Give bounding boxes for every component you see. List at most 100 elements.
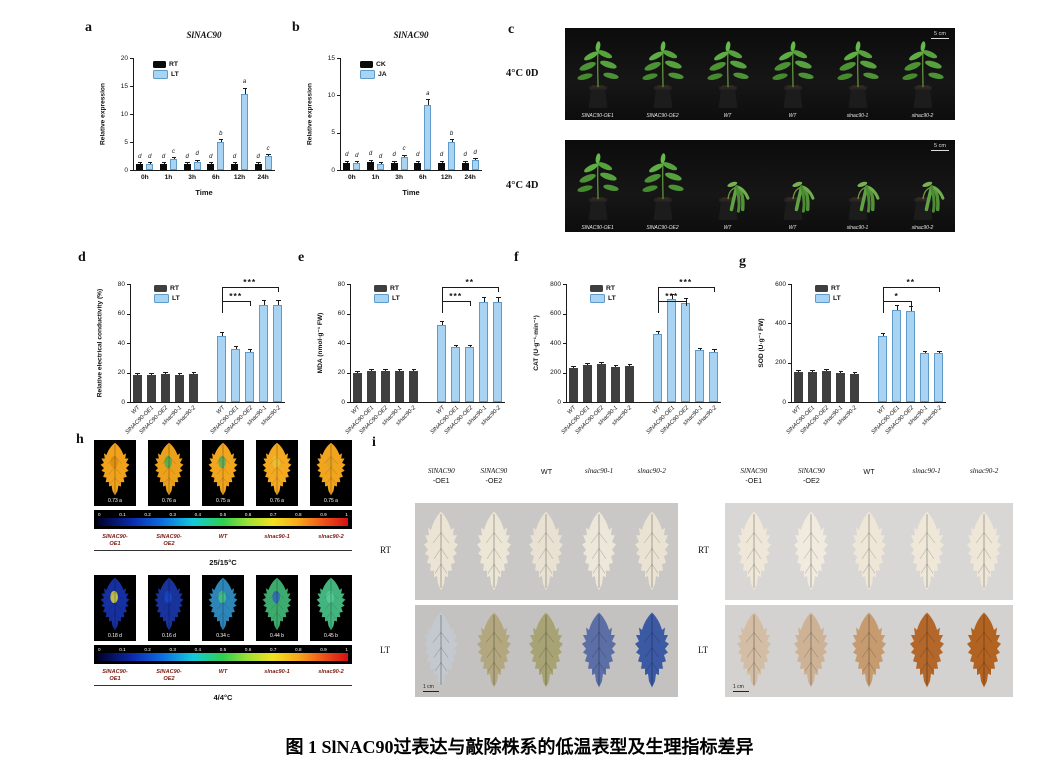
mda-chart: 0 20 40 60 80 MDA (nmol·g⁻¹ FW) RT LT WT SlNAC90-… — [296, 248, 518, 440]
significance-stars: * — [894, 290, 899, 301]
error-bar-cap — [191, 371, 196, 373]
x-axis — [340, 170, 482, 172]
fv-fm-value: 0.18 d — [108, 633, 122, 639]
column-header: SlNAC90 -OE1 — [722, 467, 786, 486]
rt-bar — [380, 371, 390, 402]
error-bar — [249, 349, 251, 352]
significance-letter: d — [161, 153, 166, 160]
error-bar-cap — [402, 154, 407, 156]
error-bar-cap — [171, 157, 177, 159]
error-bar — [475, 158, 477, 161]
line-label-text: slnac90-1 — [264, 669, 290, 675]
legend-swatch-lt — [154, 294, 169, 303]
y-tick-mark — [130, 114, 133, 115]
column-header: slnac90-2 — [952, 467, 1016, 476]
x-axis — [133, 170, 275, 172]
column-header-line: SlNAC90 — [480, 467, 508, 475]
error-bar — [451, 139, 453, 142]
y-tick-label: 600 — [550, 310, 561, 317]
rt-bar — [254, 164, 262, 170]
sig-bracket-drop — [497, 287, 499, 292]
rt-bar — [624, 365, 634, 402]
error-bar-cap — [482, 296, 487, 298]
error-bar-cap — [411, 369, 416, 370]
x-axis-title: Time — [195, 188, 213, 197]
column-header: SlNAC90 -OE2 — [462, 467, 526, 486]
error-bar-cap — [838, 371, 843, 373]
plant-line-label: SlNAC90-OE1 — [581, 225, 614, 231]
plant-line-label: WT — [788, 225, 797, 231]
error-bar-cap — [185, 162, 190, 164]
legend-swatch-lt — [374, 294, 389, 303]
y-tick-label: 20 — [120, 54, 128, 62]
column-header: WT — [837, 467, 901, 476]
leaf-image — [794, 612, 829, 688]
panel-a-letter: a — [85, 20, 92, 35]
significance-letter: c — [402, 146, 406, 153]
legend-item: LT — [815, 294, 841, 303]
stained-leaf — [468, 509, 521, 595]
stained-leaf — [840, 509, 898, 595]
legend-label: LT — [171, 70, 179, 78]
plant: WT — [695, 30, 760, 120]
error-bar-cap — [266, 154, 271, 155]
error-bar-cap — [599, 361, 604, 363]
rt-bar — [793, 371, 803, 402]
tomato-plant-image — [641, 41, 684, 108]
error-bar-cap — [219, 139, 224, 141]
leaf-image — [100, 577, 130, 631]
fv-fm-value: 0.75 a — [324, 498, 338, 504]
x-axis — [130, 402, 285, 404]
error-bar-cap — [894, 304, 900, 306]
error-bar-cap — [824, 368, 829, 370]
error-bar — [629, 363, 631, 366]
legend-label: RT — [170, 285, 180, 292]
line-label-text: SlNAC90- — [102, 669, 128, 675]
plant-line-label: SlNAC90-OE2 — [646, 113, 679, 119]
significance-stars: ** — [906, 276, 916, 287]
line-label-text: OE2 — [163, 540, 175, 547]
scale-bar-text: 1 cm — [423, 683, 434, 690]
legend-swatch-lt — [815, 294, 830, 303]
rt-bar — [821, 370, 831, 402]
plant: SlNAC90-OE2 — [630, 30, 695, 120]
leaf-image — [634, 511, 669, 591]
y-tick-label: 40 — [117, 339, 125, 347]
leaf-image — [154, 442, 184, 496]
color-scale-tick: 0.4 — [194, 647, 202, 652]
lt-bar — [695, 350, 705, 402]
lt-bar — [424, 105, 432, 170]
y-axis — [566, 284, 568, 402]
sod-chart: 0 200 400 600 SOD (U·g⁻¹ FW) RT LT WT SlNAC90-OE… — [737, 248, 967, 440]
error-bar-cap — [698, 347, 703, 349]
sinac90-ck-ja-expression-chart: 0 5 10 15 Relative expression SlNAC90 CK JA 0h d d… — [292, 18, 500, 236]
column-header-line: -OE2 — [485, 476, 503, 486]
error-bar-cap — [262, 299, 267, 301]
rt-bar — [835, 373, 845, 402]
chart-title: SlNAC90 — [393, 30, 429, 40]
y-tick-mark — [127, 372, 130, 374]
significance-letter: a — [426, 90, 430, 97]
lt-bar — [264, 156, 272, 170]
line-label: WT — [197, 534, 249, 541]
error-bar — [465, 160, 467, 163]
legend-item: CK — [360, 61, 387, 68]
panel-f: f 0 200 400 600 800 CAT (U·g⁻¹·min⁻¹) RT LT WT Sl… — [512, 248, 738, 440]
x-axis — [791, 402, 946, 404]
significance-letter: a — [242, 79, 247, 86]
row-label-rt: RT — [380, 545, 391, 555]
y-tick-mark — [337, 132, 340, 134]
rt-bar — [160, 373, 170, 402]
error-bar — [587, 363, 589, 366]
color-scale-tick: 0.1 — [119, 647, 126, 652]
line-label: slnac90-1 — [251, 669, 303, 676]
plant-line-label: WT — [723, 113, 732, 119]
stained-leaf — [783, 509, 841, 595]
lt-bar — [479, 301, 489, 402]
x-tick-label: 12h — [233, 174, 246, 181]
y-tick-mark — [337, 170, 340, 171]
stained-leaf — [898, 610, 956, 692]
line-label-text: WT — [218, 669, 228, 675]
tomato-plant-image — [706, 41, 749, 108]
error-bar-cap — [810, 369, 815, 371]
